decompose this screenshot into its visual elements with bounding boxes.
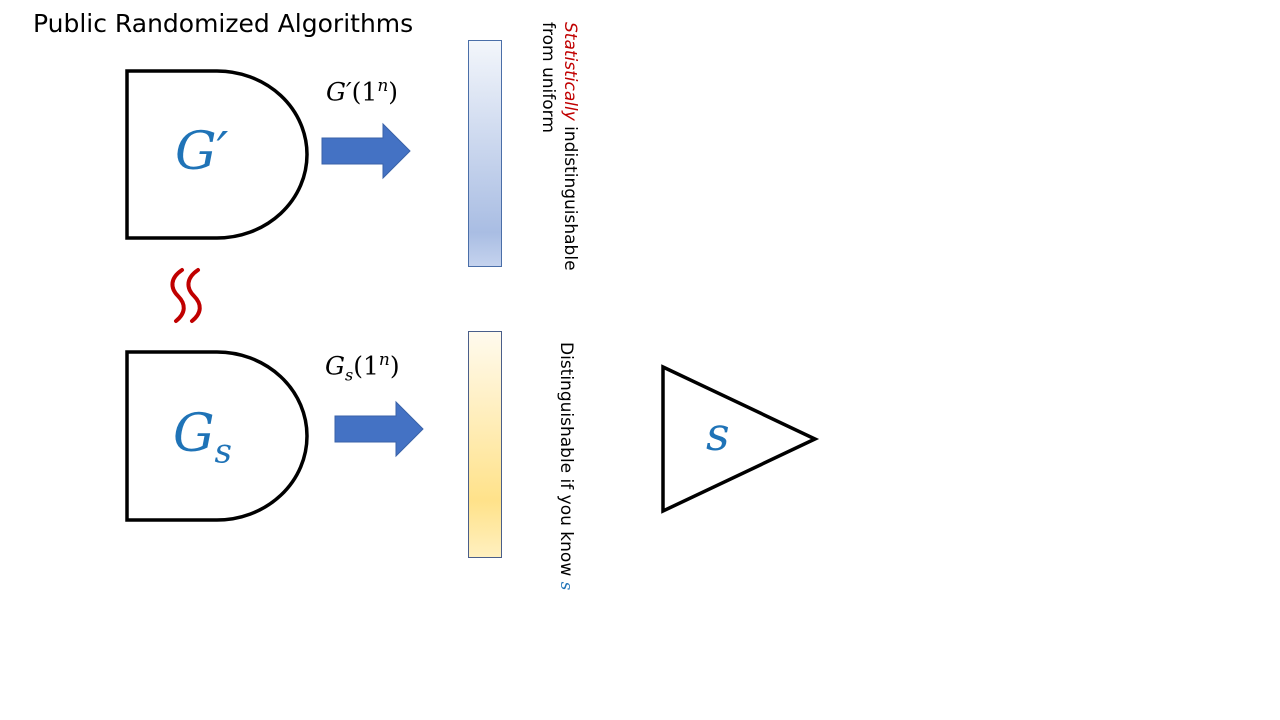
arrow-top [321,122,411,180]
note-distinguishable: Distinguishable if you know s [556,342,576,591]
triangle-label: s [706,407,730,461]
gate-top-label: G′ [175,122,229,182]
output-top-label: G′(1n) [326,76,399,107]
approx-icon [170,268,202,323]
gate-top-shape [125,69,309,240]
slide-title: Public Randomized Algorithms [33,9,414,38]
output-bar-distinguishable [468,331,502,558]
output-bar-uniform [468,40,502,267]
arrow-bottom [334,400,424,458]
gate-bottom-label: Gs [173,404,232,472]
output-bottom-label: Gs(1n) [325,350,400,385]
triangle-shape [661,364,820,514]
note-statistical: Statistically indistinguishable from unif… [538,22,580,271]
gate-bottom-shape [125,350,309,522]
